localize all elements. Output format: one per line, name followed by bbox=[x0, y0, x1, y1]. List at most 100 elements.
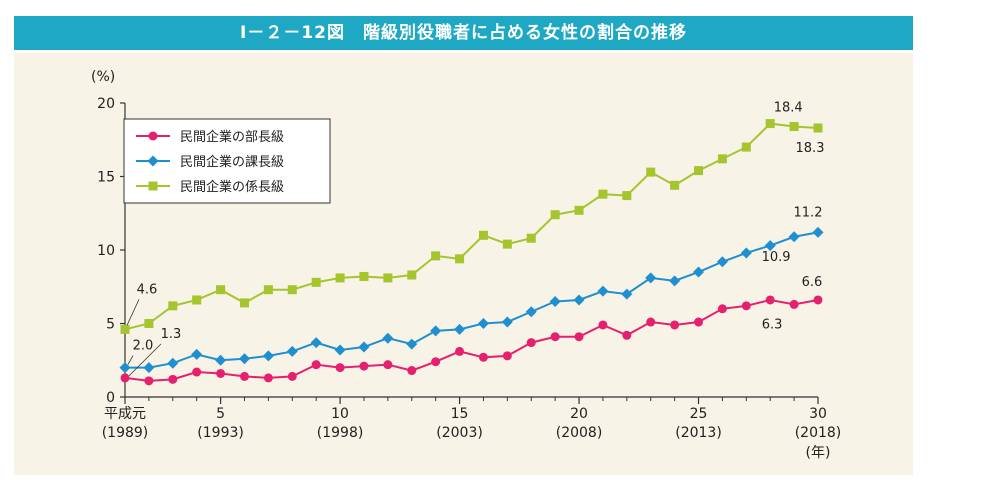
data-point bbox=[477, 318, 489, 329]
y-tick-label: 15 bbox=[97, 170, 115, 186]
legend-marker bbox=[147, 155, 159, 167]
data-point bbox=[335, 363, 345, 373]
legend-label: 民間企業の係長級 bbox=[180, 179, 284, 195]
data-point bbox=[574, 332, 584, 342]
data-point bbox=[407, 270, 417, 280]
data-point bbox=[334, 344, 346, 356]
data-point bbox=[216, 285, 226, 295]
chart-panel: (%) 0 5 10 15 20 平成元 (1989) 5 (1993) 10 (1998) 15 (20… bbox=[14, 53, 913, 475]
leader-line bbox=[128, 343, 162, 377]
legend-marker bbox=[148, 181, 158, 191]
data-point bbox=[168, 374, 178, 384]
data-point bbox=[717, 304, 727, 314]
data-point bbox=[310, 337, 322, 349]
data-point bbox=[764, 240, 776, 252]
x-tick-label: 20 bbox=[570, 406, 588, 422]
x-tick-year-label: (2003) bbox=[436, 425, 483, 441]
data-point bbox=[239, 298, 249, 308]
legend-marker bbox=[148, 131, 158, 141]
y-tick-label: 5 bbox=[106, 317, 115, 333]
data-point bbox=[788, 231, 800, 243]
data-point bbox=[191, 348, 203, 360]
data-point bbox=[478, 352, 488, 362]
x-tick-year-label: (2008) bbox=[556, 425, 603, 441]
data-point bbox=[622, 191, 632, 201]
y-tick-label: 10 bbox=[97, 243, 115, 259]
data-point bbox=[335, 273, 345, 283]
x-tick-label: 平成元 bbox=[104, 406, 146, 422]
data-point bbox=[119, 362, 131, 374]
data-point bbox=[144, 319, 154, 328]
data-point bbox=[549, 295, 561, 307]
data-point bbox=[741, 142, 751, 152]
data-point bbox=[407, 366, 417, 376]
data-point bbox=[286, 345, 298, 357]
data-point bbox=[622, 330, 632, 340]
x-tick-label: 30 bbox=[809, 406, 827, 422]
data-point bbox=[120, 373, 130, 383]
data-point bbox=[216, 368, 226, 378]
data-point bbox=[813, 123, 823, 133]
data-label: 6.3 bbox=[762, 317, 783, 332]
data-point bbox=[765, 295, 775, 305]
data-point bbox=[143, 362, 155, 374]
data-point bbox=[359, 271, 369, 281]
data-point bbox=[144, 376, 154, 386]
data-point bbox=[670, 180, 680, 190]
data-point bbox=[646, 317, 656, 327]
data-point bbox=[646, 167, 656, 177]
chart-title: Ⅰ－２－12図 階級別役職者に占める女性の割合の推移 bbox=[240, 23, 687, 43]
data-point bbox=[526, 233, 536, 243]
x-tick-label: 5 bbox=[216, 406, 225, 422]
data-point bbox=[263, 373, 273, 383]
data-point bbox=[501, 316, 513, 328]
data-point bbox=[454, 323, 466, 335]
data-point bbox=[502, 239, 512, 249]
series-line-1 bbox=[124, 298, 819, 382]
data-point bbox=[502, 351, 512, 361]
data-label: 11.2 bbox=[794, 205, 823, 220]
data-point bbox=[263, 285, 273, 295]
data-point bbox=[406, 338, 418, 350]
legend-label: 民間企業の部長級 bbox=[180, 129, 284, 145]
data-point bbox=[813, 295, 823, 305]
data-point bbox=[383, 360, 393, 370]
data-point bbox=[693, 266, 705, 278]
data-point bbox=[621, 288, 633, 300]
data-point bbox=[789, 299, 799, 309]
data-point bbox=[431, 251, 441, 261]
data-point bbox=[238, 353, 250, 365]
data-point bbox=[478, 230, 488, 240]
data-point bbox=[765, 119, 775, 129]
data-point bbox=[358, 341, 370, 353]
data-label: 6.6 bbox=[802, 275, 823, 290]
data-point bbox=[789, 122, 799, 132]
data-point bbox=[550, 332, 560, 342]
leader-line bbox=[127, 355, 134, 365]
data-point bbox=[167, 357, 179, 369]
data-point bbox=[287, 285, 297, 295]
x-tick-year-label: (1993) bbox=[197, 425, 244, 441]
x-tick-year-label: (1989) bbox=[102, 425, 149, 441]
data-point bbox=[550, 210, 560, 220]
data-point bbox=[239, 371, 249, 381]
x-tick-label: 25 bbox=[690, 406, 708, 422]
axes: (%) 0 5 10 15 20 平成元 (1989) 5 (1993) 10 (1998) 15 (20… bbox=[91, 69, 841, 461]
data-point bbox=[431, 357, 441, 367]
data-point bbox=[694, 166, 704, 176]
data-point bbox=[311, 277, 321, 287]
x-tick-year-label: (2018) bbox=[795, 425, 842, 441]
line-chart: (%) 0 5 10 15 20 平成元 (1989) 5 (1993) 10 (1998) 15 (20… bbox=[91, 69, 841, 461]
y-tick-label: 0 bbox=[106, 390, 115, 406]
leader-line bbox=[126, 299, 140, 326]
data-label: 18.4 bbox=[774, 101, 803, 116]
data-point bbox=[812, 226, 824, 238]
data-point bbox=[670, 320, 680, 330]
data-label: 18.3 bbox=[796, 141, 825, 156]
x-tick-year-label: (2013) bbox=[675, 425, 722, 441]
data-point bbox=[525, 306, 537, 318]
data-point bbox=[287, 371, 297, 381]
data-point bbox=[598, 189, 608, 199]
data-point bbox=[192, 295, 202, 305]
